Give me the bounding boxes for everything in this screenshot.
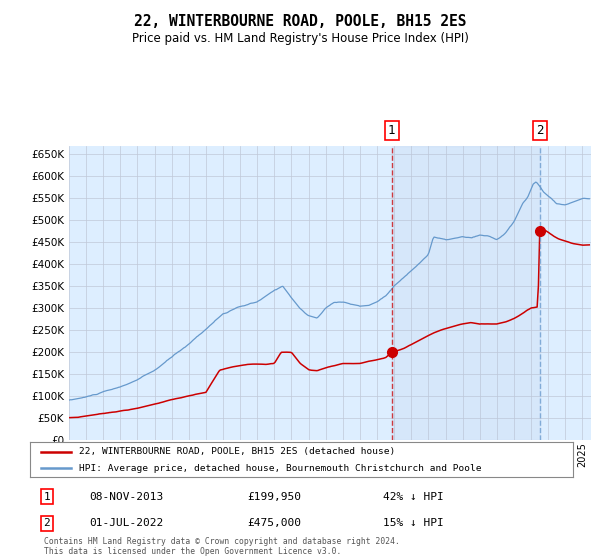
Text: 1: 1	[388, 124, 395, 137]
Text: 2: 2	[536, 124, 544, 137]
Text: 42% ↓ HPI: 42% ↓ HPI	[383, 492, 444, 502]
Text: Contains HM Land Registry data © Crown copyright and database right 2024.
This d: Contains HM Land Registry data © Crown c…	[44, 537, 400, 557]
Text: £475,000: £475,000	[247, 518, 301, 528]
Text: 1: 1	[44, 492, 50, 502]
Text: 15% ↓ HPI: 15% ↓ HPI	[383, 518, 444, 528]
Text: 01-JUL-2022: 01-JUL-2022	[90, 518, 164, 528]
Text: 08-NOV-2013: 08-NOV-2013	[90, 492, 164, 502]
Text: 22, WINTERBOURNE ROAD, POOLE, BH15 2ES: 22, WINTERBOURNE ROAD, POOLE, BH15 2ES	[134, 14, 466, 29]
Text: £199,950: £199,950	[247, 492, 301, 502]
Text: Price paid vs. HM Land Registry's House Price Index (HPI): Price paid vs. HM Land Registry's House …	[131, 32, 469, 45]
Text: HPI: Average price, detached house, Bournemouth Christchurch and Poole: HPI: Average price, detached house, Bour…	[79, 464, 481, 473]
Text: 2: 2	[44, 518, 50, 528]
Bar	[392, 146, 539, 440]
Text: 22, WINTERBOURNE ROAD, POOLE, BH15 2ES (detached house): 22, WINTERBOURNE ROAD, POOLE, BH15 2ES (…	[79, 447, 395, 456]
